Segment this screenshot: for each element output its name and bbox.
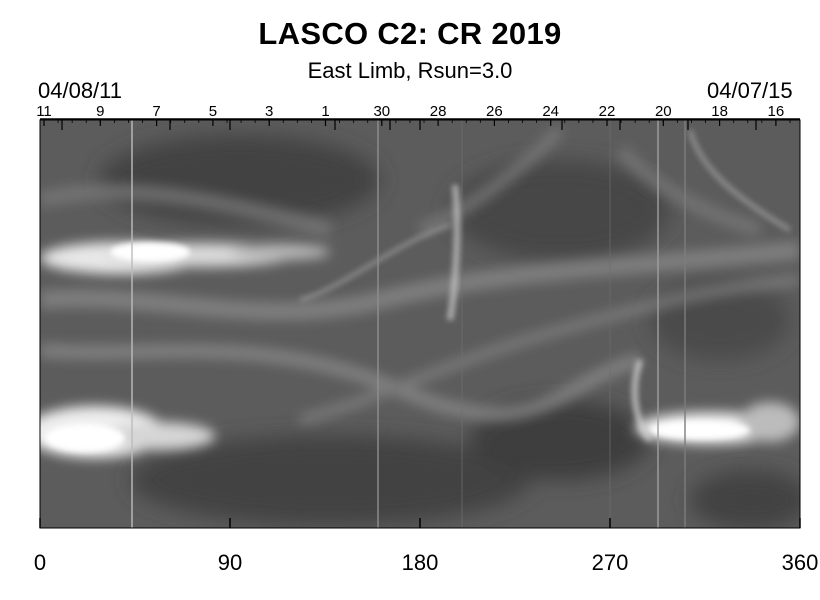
- plot-title: LASCO C2: CR 2019: [258, 16, 562, 51]
- top-axis-labels: 11 9 7 5 3 1 30 28 26 24 22 20 18 16: [36, 103, 784, 120]
- top-tick-label: 26: [486, 103, 503, 120]
- top-tick-label: 18: [711, 103, 728, 120]
- top-tick-label: 30: [373, 103, 390, 120]
- bottom-tick-label: 180: [402, 550, 439, 575]
- top-tick-label: 28: [430, 103, 447, 120]
- top-tick-label: 24: [542, 103, 559, 120]
- end-date-label: 04/07/15: [707, 78, 793, 103]
- bottom-tick-label: 360: [782, 550, 819, 575]
- top-axis-ticks: [43, 119, 791, 130]
- top-tick-label: 5: [209, 103, 217, 120]
- top-tick-label: 1: [321, 103, 329, 120]
- bottom-tick-label: 0: [34, 550, 46, 575]
- top-tick-label: 3: [265, 103, 273, 120]
- bottom-tick-label: 90: [218, 550, 242, 575]
- bottom-axis-ticks: [39, 518, 801, 528]
- top-tick-label: 11: [36, 103, 52, 120]
- bottom-axis-labels: 0 90 180 270 360: [34, 550, 818, 575]
- top-tick-label: 7: [152, 103, 160, 120]
- bottom-tick-label: 270: [592, 550, 629, 575]
- top-tick-label: 20: [655, 103, 672, 120]
- coronal-image: [40, 120, 800, 528]
- top-tick-label: 22: [599, 103, 616, 120]
- start-date-label: 04/08/11: [38, 78, 123, 103]
- top-tick-label: 9: [96, 103, 104, 120]
- plot-subtitle: East Limb, Rsun=3.0: [307, 58, 513, 83]
- top-tick-label: 16: [768, 103, 785, 120]
